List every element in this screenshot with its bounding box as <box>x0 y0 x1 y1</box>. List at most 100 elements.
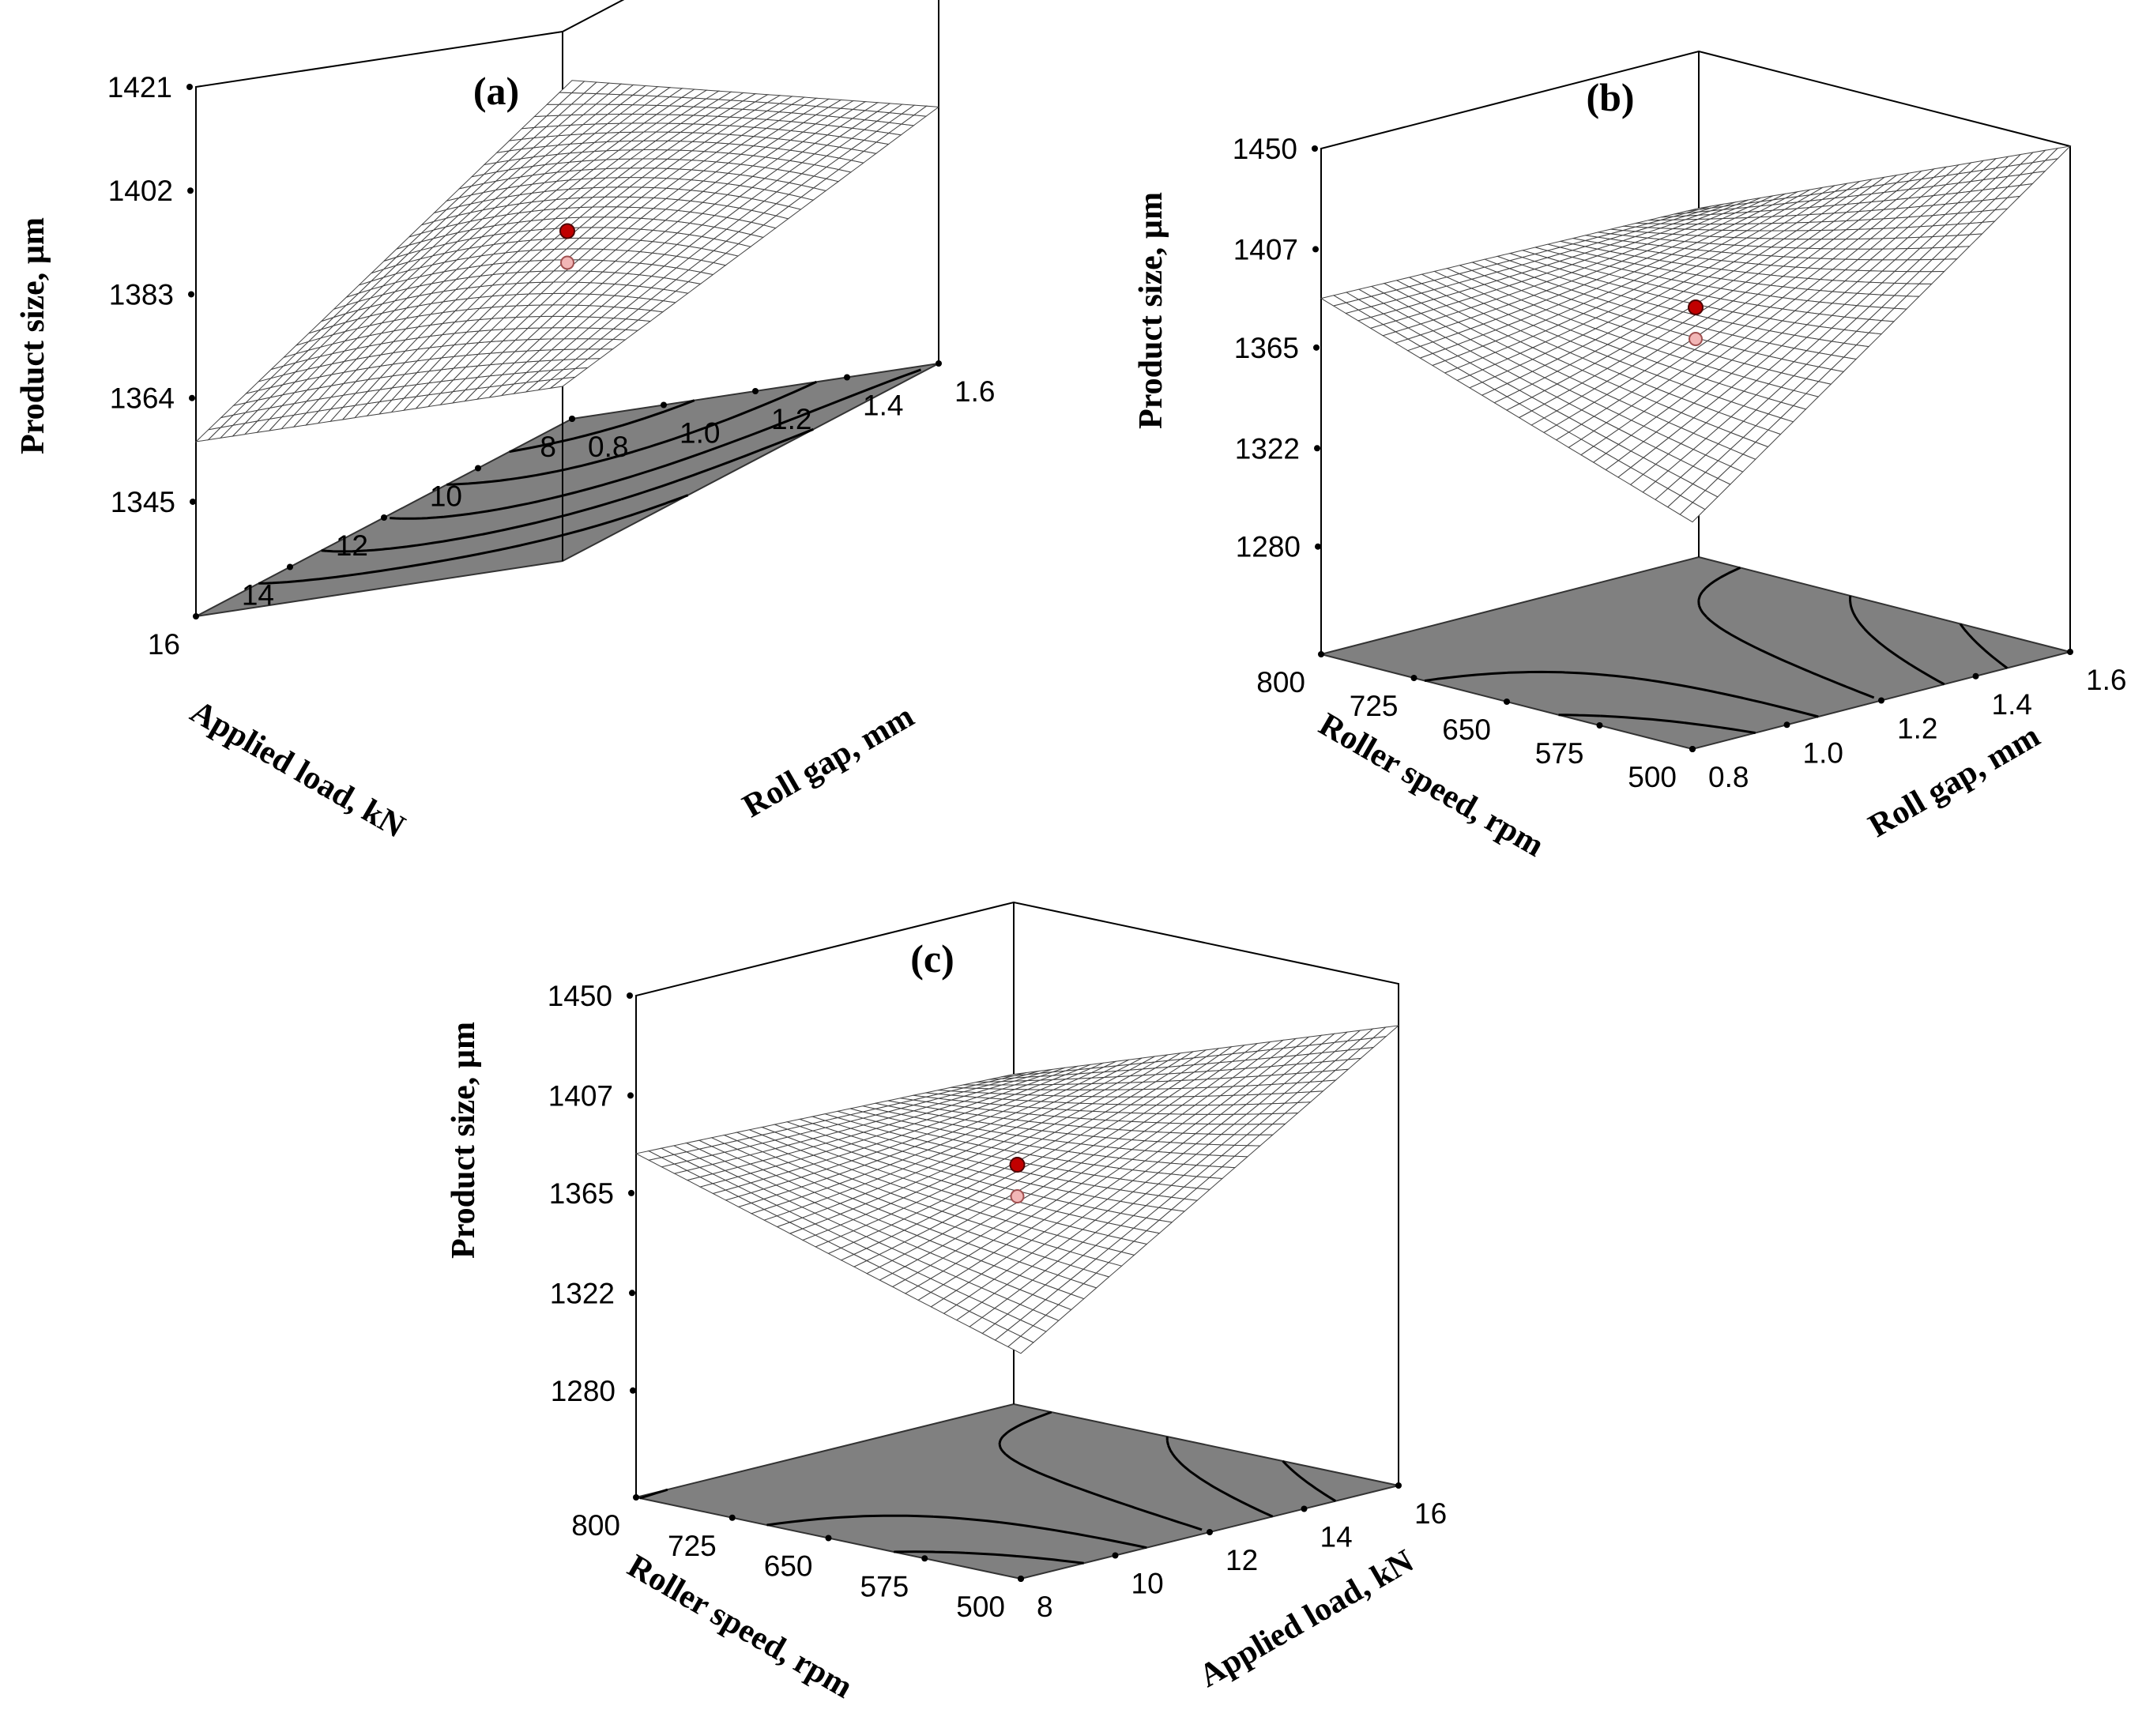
right-tick-mark <box>1783 721 1790 729</box>
right-tick-label: 0.8 <box>1708 761 1749 793</box>
design-point-shadow <box>560 255 574 270</box>
floor-plane <box>635 1403 1399 1580</box>
z-tick-mark <box>1315 543 1321 550</box>
floor-contour <box>321 427 814 553</box>
right-tick-mark <box>569 416 575 422</box>
panel-c: 1450 1407 1365 1322 1280 800 725 650 575 500 8 10 12… <box>446 901 1447 1706</box>
design-point-shadow <box>1010 1189 1025 1204</box>
left-tick-mark <box>381 514 387 521</box>
left-tick-mark <box>475 465 481 472</box>
z-tick-mark <box>627 992 633 999</box>
z-tick-mark <box>627 1092 634 1099</box>
right-tick-label: 1.6 <box>2086 664 2126 696</box>
right-tick-mark <box>1018 1576 1024 1582</box>
design-point-marker <box>1009 1157 1026 1173</box>
z-tick-label: 1407 <box>548 1079 613 1112</box>
left-tick-label: 725 <box>668 1530 717 1562</box>
response-surface <box>194 80 940 442</box>
right-axis-title: Roll gap, mm <box>1862 717 2046 845</box>
z-tick-mark <box>1312 246 1319 253</box>
left-tick-mark <box>287 563 293 571</box>
surface-cell <box>1679 502 1706 523</box>
left-tick-label: 650 <box>1442 714 1491 746</box>
left-tick-label: 725 <box>1350 690 1399 722</box>
left-tick-label: 500 <box>956 1591 1005 1623</box>
z-tick-mark <box>1314 445 1320 452</box>
z-tick-mark <box>630 1387 636 1394</box>
right-tick-mark <box>1207 1529 1213 1535</box>
left-tick-mark <box>729 1514 736 1521</box>
z-tick-label: 1383 <box>109 278 174 311</box>
response-surface <box>634 1025 1400 1354</box>
z-tick-label: 1280 <box>551 1375 616 1407</box>
z-tick-label: 1365 <box>1234 332 1299 364</box>
z-tick-mark <box>187 187 194 194</box>
z-tick-mark <box>190 498 196 505</box>
floor-contour <box>1558 714 1756 734</box>
left-tick-label: 500 <box>1628 761 1677 793</box>
floor-contour <box>1165 1437 1274 1518</box>
right-tick-mark <box>752 388 759 394</box>
right-tick-label: 12 <box>1225 1544 1258 1576</box>
left-tick-mark <box>193 613 199 619</box>
left-tick-label: 10 <box>430 480 462 513</box>
floor-contour <box>766 1514 1147 1550</box>
right-tick-label: 8 <box>1037 1591 1053 1623</box>
z-tick-label: 1345 <box>111 486 175 518</box>
right-tick-label: 16 <box>1414 1497 1447 1530</box>
z-tick-mark <box>188 291 194 298</box>
right-tick-label: 1.2 <box>1897 713 1937 745</box>
right-tick-label: 14 <box>1320 1521 1353 1553</box>
z-axis-title: Product size, µm <box>15 217 51 454</box>
right-tick-mark <box>1301 1505 1308 1512</box>
right-tick-mark <box>2067 649 2073 655</box>
floor-contour <box>1424 670 1819 718</box>
right-tick-label: 1.4 <box>863 390 903 422</box>
panel-label: (a) <box>473 69 519 113</box>
left-axis-title: Roller speed, rpm <box>621 1548 858 1706</box>
right-tick-label: 1.0 <box>680 417 720 450</box>
z-tick-label: 1365 <box>549 1177 614 1210</box>
floor-contour <box>1697 567 1875 699</box>
right-tick-label: 1.6 <box>954 375 995 408</box>
design-point-marker <box>559 223 575 239</box>
z-tick-mark <box>186 84 193 90</box>
floor-contour <box>894 1550 1084 1565</box>
surface-cell <box>558 80 585 94</box>
z-tick-mark <box>629 1290 635 1297</box>
floor-contour <box>1282 1459 1337 1502</box>
floor-contour <box>390 368 922 520</box>
right-tick-mark <box>1878 697 1884 704</box>
z-tick-label: 1402 <box>108 175 173 207</box>
left-tick-mark <box>1504 699 1510 705</box>
wall-edges <box>1320 50 2071 654</box>
response-surface <box>1320 145 2072 523</box>
left-tick-label: 800 <box>1256 666 1305 699</box>
z-tick-label: 1407 <box>1233 233 1298 265</box>
right-tick-mark <box>1395 1482 1402 1489</box>
z-tick-label: 1450 <box>1233 133 1297 165</box>
right-tick-label: 10 <box>1131 1568 1164 1600</box>
surface-cell <box>1007 1335 1034 1354</box>
left-axis-title: Applied load, kN <box>184 694 411 845</box>
left-tick-mark <box>921 1555 928 1562</box>
right-tick-mark <box>1112 1552 1119 1559</box>
floor-contour <box>446 380 817 486</box>
z-axis-title: Product size, µm <box>1133 192 1169 429</box>
floor-plane <box>1320 555 2071 751</box>
right-axis-title: Roll gap, mm <box>736 698 920 825</box>
z-tick-mark <box>1312 145 1318 152</box>
right-tick-label: 1.2 <box>771 403 811 435</box>
right-tick-mark <box>661 401 667 409</box>
left-tick-label: 575 <box>860 1570 909 1602</box>
right-tick-mark <box>1689 746 1696 752</box>
right-tick-mark <box>1972 672 1979 680</box>
left-tick-label: 16 <box>148 628 180 661</box>
z-tick-mark <box>628 1189 634 1196</box>
left-tick-label: 8 <box>540 431 556 463</box>
left-tick-label: 14 <box>242 579 274 612</box>
left-tick-mark <box>825 1535 832 1542</box>
z-tick-label: 1364 <box>110 382 175 415</box>
z-tick-mark <box>189 394 195 401</box>
